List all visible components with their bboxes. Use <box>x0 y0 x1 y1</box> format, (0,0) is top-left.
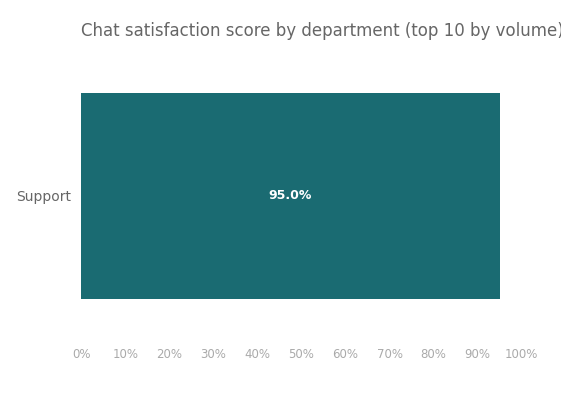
Text: 95.0%: 95.0% <box>269 189 312 202</box>
Text: Chat satisfaction score by department (top 10 by volume): Chat satisfaction score by department (t… <box>81 22 561 40</box>
Bar <box>81 93 500 299</box>
